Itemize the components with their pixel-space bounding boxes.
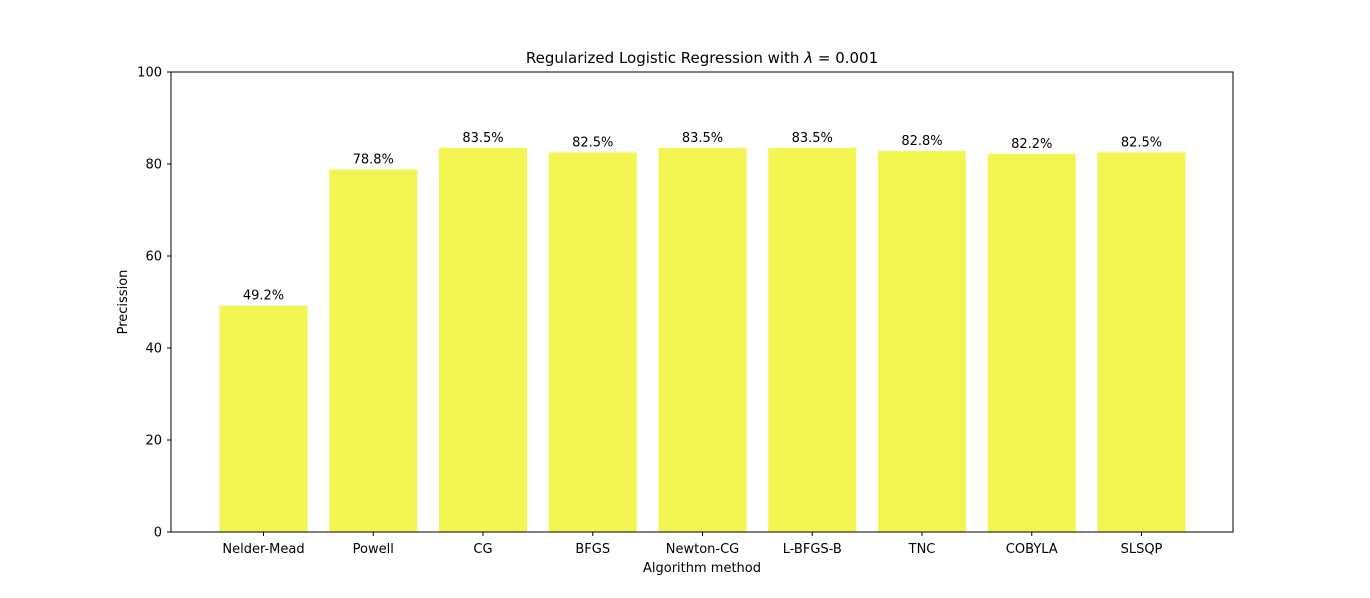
bar-cg (439, 147, 527, 532)
bar-value-label: 83.5% (792, 131, 833, 146)
bar-value-label: 82.5% (1121, 136, 1162, 151)
bar-tnc (878, 151, 966, 532)
y-tick-label: 20 (145, 434, 162, 449)
y-tick-label: 60 (145, 250, 162, 265)
y-tick-label: 0 (154, 526, 162, 541)
bar-value-labels: 49.2% 78.8% 83.5% 82.5% 83.5% 83.5% 82.8% 82.2%… (243, 131, 1162, 304)
bar-bfgs (548, 152, 637, 532)
y-tick-label: 80 (145, 158, 162, 173)
chart-title: Regularized Logistic Regression with λ =… (526, 49, 878, 67)
bar-cobyla (987, 153, 1076, 532)
x-tick-label: COBYLA (1006, 542, 1058, 557)
bar-nelder-mead (219, 305, 308, 532)
x-tick-label: Nelder-Mead (222, 542, 304, 557)
x-tick-label: BFGS (575, 542, 610, 557)
y-tick-label: 100 (137, 66, 162, 81)
y-axis-ticks: 0 20 40 60 80 100 (137, 66, 171, 541)
bars-group (219, 147, 1186, 532)
bar-value-label: 82.8% (901, 134, 942, 149)
x-axis-ticks: Nelder-Mead Powell CG BFGS Newton-CG L-BFGS-B… (222, 532, 1163, 557)
y-tick-label: 40 (145, 342, 162, 357)
x-tick-label: CG (473, 542, 492, 557)
x-tick-label: TNC (908, 542, 936, 557)
x-tick-label: Newton-CG (666, 542, 740, 557)
bar-value-label: 82.5% (572, 136, 613, 151)
bar-slsqp (1097, 152, 1186, 532)
x-axis-label: Algorithm method (643, 561, 761, 576)
x-tick-label: SLSQP (1121, 542, 1163, 557)
y-axis-label: Precission (116, 270, 131, 335)
bar-value-label: 49.2% (243, 289, 284, 304)
bar-value-label: 83.5% (462, 131, 503, 146)
bar-newton-cg (658, 147, 747, 532)
bar-powell (329, 169, 418, 532)
bar-l-bfgs-b (768, 147, 857, 532)
bar-value-label: 82.2% (1011, 137, 1052, 152)
x-tick-label: Powell (353, 542, 394, 557)
x-tick-label: L-BFGS-B (783, 542, 842, 557)
bar-value-label: 78.8% (353, 153, 394, 168)
bar-value-label: 83.5% (682, 131, 723, 146)
